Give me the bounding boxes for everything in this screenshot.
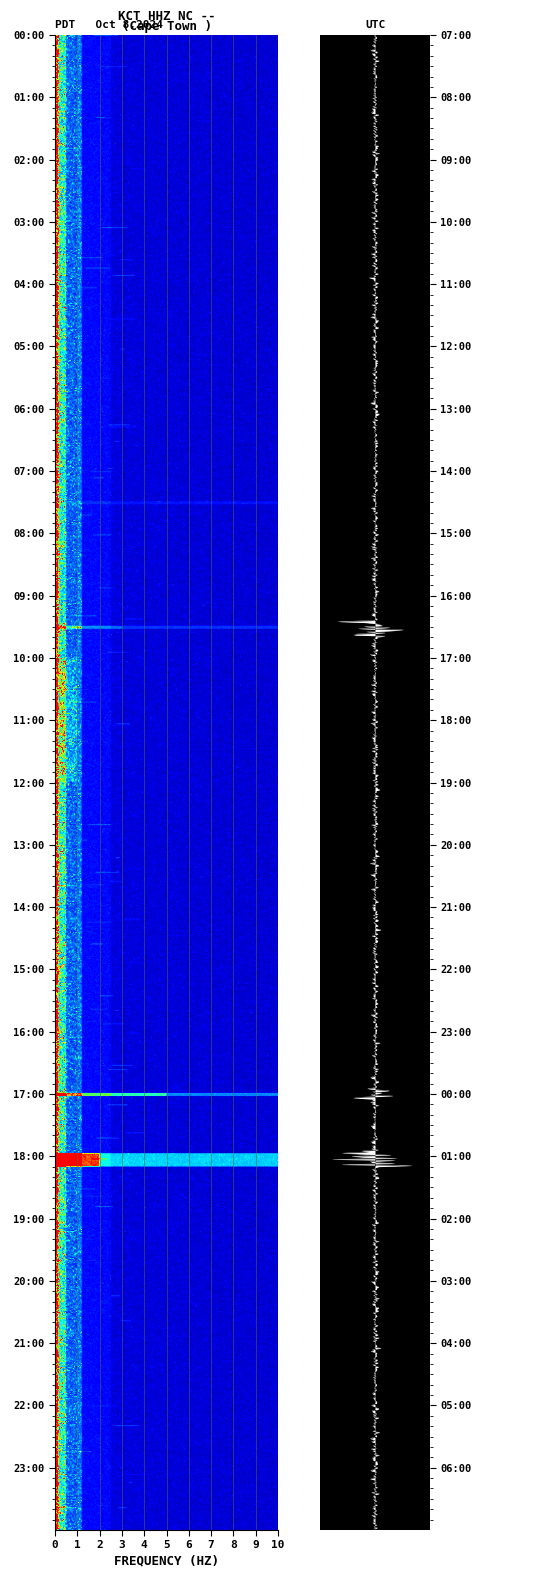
Text: (Cape Town ): (Cape Town ) — [121, 21, 211, 33]
X-axis label: FREQUENCY (HZ): FREQUENCY (HZ) — [114, 1554, 219, 1568]
Text: UTC: UTC — [365, 21, 385, 30]
Text: KCT HHZ NC --: KCT HHZ NC -- — [118, 10, 215, 24]
Text: PDT   Oct 8,2024: PDT Oct 8,2024 — [55, 21, 163, 30]
